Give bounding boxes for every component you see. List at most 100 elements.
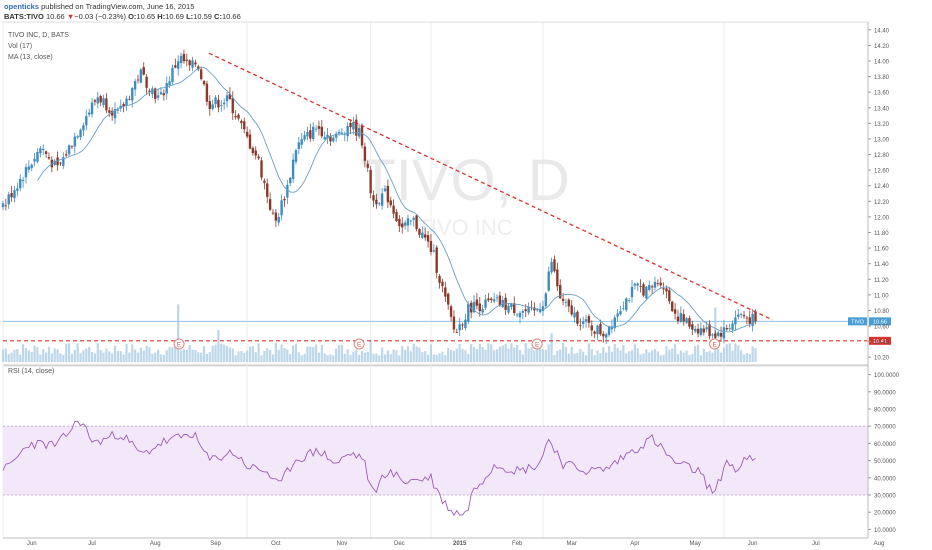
- volume-bar: [24, 348, 28, 362]
- candle-body: [369, 169, 372, 194]
- volume-bar: [498, 346, 501, 362]
- candle-body: [403, 222, 407, 226]
- volume-bar: [332, 355, 335, 362]
- volume-bar: [472, 347, 476, 362]
- volume-bar: [289, 353, 292, 362]
- candle-body: [570, 305, 573, 315]
- volume-bar: [587, 343, 591, 362]
- volume-bar: [659, 355, 662, 362]
- volume-bar: [429, 344, 433, 362]
- candle-body: [139, 69, 143, 83]
- candle-body: [679, 312, 683, 322]
- candle-body: [116, 109, 120, 111]
- candle-body: [263, 180, 266, 183]
- candle-body: [630, 286, 634, 298]
- volume-bar: [33, 345, 36, 362]
- price-tick-label: 13.60: [874, 91, 890, 97]
- volume-bar: [383, 354, 387, 362]
- volume-bar: [751, 346, 754, 362]
- candle-body: [513, 303, 516, 314]
- candle-body: [372, 195, 375, 201]
- volume-bar: [625, 353, 628, 362]
- candle-body: [731, 323, 734, 330]
- volume-bar: [228, 347, 232, 362]
- volume-bar: [719, 352, 723, 362]
- volume-bar: [134, 349, 137, 362]
- candle-body: [490, 298, 493, 300]
- earnings-label: E: [712, 342, 717, 349]
- candle-body: [303, 135, 306, 140]
- volume-bar: [202, 346, 206, 362]
- volume-bar: [616, 347, 619, 362]
- volume-bar: [360, 351, 364, 362]
- volume-bar: [102, 352, 105, 362]
- volume-bar: [602, 347, 605, 362]
- volume-bar: [111, 353, 114, 362]
- candle-body: [297, 142, 301, 149]
- rsi-tick-label: 80.0000: [874, 408, 896, 414]
- candle-body: [110, 110, 114, 116]
- candle-body: [472, 302, 476, 313]
- ma-legend: MA (13, close): [8, 54, 53, 61]
- rsi-pane: [2, 421, 868, 517]
- candle-body: [159, 92, 163, 95]
- last-price-symbol: TIVO: [851, 320, 865, 326]
- candle-body: [441, 281, 444, 286]
- candle-body: [283, 198, 286, 201]
- candle-body: [194, 62, 197, 65]
- candle-body: [329, 135, 332, 142]
- candle-body: [682, 314, 685, 322]
- volume-bar: [464, 350, 467, 362]
- volume-bar: [39, 354, 42, 362]
- candle-body: [579, 325, 582, 327]
- volume-legend: Vol (17): [8, 43, 33, 50]
- volume-bar: [1, 349, 5, 362]
- volume-bar: [676, 354, 680, 362]
- candle-body: [179, 55, 183, 64]
- rsi-tick-label: 10.0000: [874, 528, 896, 534]
- price-tick-label: 13.20: [874, 122, 890, 128]
- price-tick-label: 13.80: [874, 75, 890, 81]
- candle-body: [44, 151, 48, 154]
- candle-body: [286, 184, 289, 198]
- volume-bar: [395, 350, 398, 362]
- volume-bar: [550, 333, 553, 362]
- candle-body: [113, 109, 117, 119]
- volume-bar: [389, 354, 392, 362]
- volume-bar: [88, 347, 91, 362]
- candle-body: [87, 112, 91, 115]
- volume-bar: [225, 346, 229, 362]
- open-value: 10.65: [136, 12, 156, 21]
- candle-body: [541, 306, 545, 312]
- candle-body: [154, 88, 157, 99]
- candle-body: [627, 300, 631, 301]
- candle-body: [748, 317, 751, 324]
- candle-body: [191, 60, 194, 68]
- volume-bar: [174, 343, 177, 362]
- candle-body: [248, 134, 252, 149]
- volume-bar: [490, 344, 493, 362]
- candle-body: [633, 283, 637, 286]
- volume-bar: [108, 351, 111, 362]
- time-tick-label: Jun: [748, 541, 758, 547]
- author-link[interactable]: openticks: [4, 2, 40, 11]
- volume-bar: [179, 349, 183, 362]
- publish-info: published on TradingView.com, June 16, 2…: [39, 2, 195, 11]
- volume-bar: [303, 353, 306, 362]
- candle-body: [62, 157, 65, 166]
- watermark: TIVO, D TIVO INC: [360, 148, 569, 240]
- candle-body: [625, 298, 628, 311]
- volume-bar: [171, 347, 174, 362]
- volume-bar: [501, 345, 504, 362]
- rsi-band: [3, 426, 868, 495]
- candle-body: [673, 309, 677, 314]
- volume-bar: [62, 354, 65, 362]
- candle-body: [642, 284, 645, 296]
- volume-bar: [622, 344, 625, 362]
- rsi-tick-label: 60.0000: [874, 442, 896, 448]
- volume-bar: [711, 352, 714, 362]
- volume-bar: [363, 352, 366, 362]
- volume-bar: [533, 350, 536, 362]
- time-tick-label: Aug: [150, 541, 161, 547]
- candle-body: [593, 331, 596, 334]
